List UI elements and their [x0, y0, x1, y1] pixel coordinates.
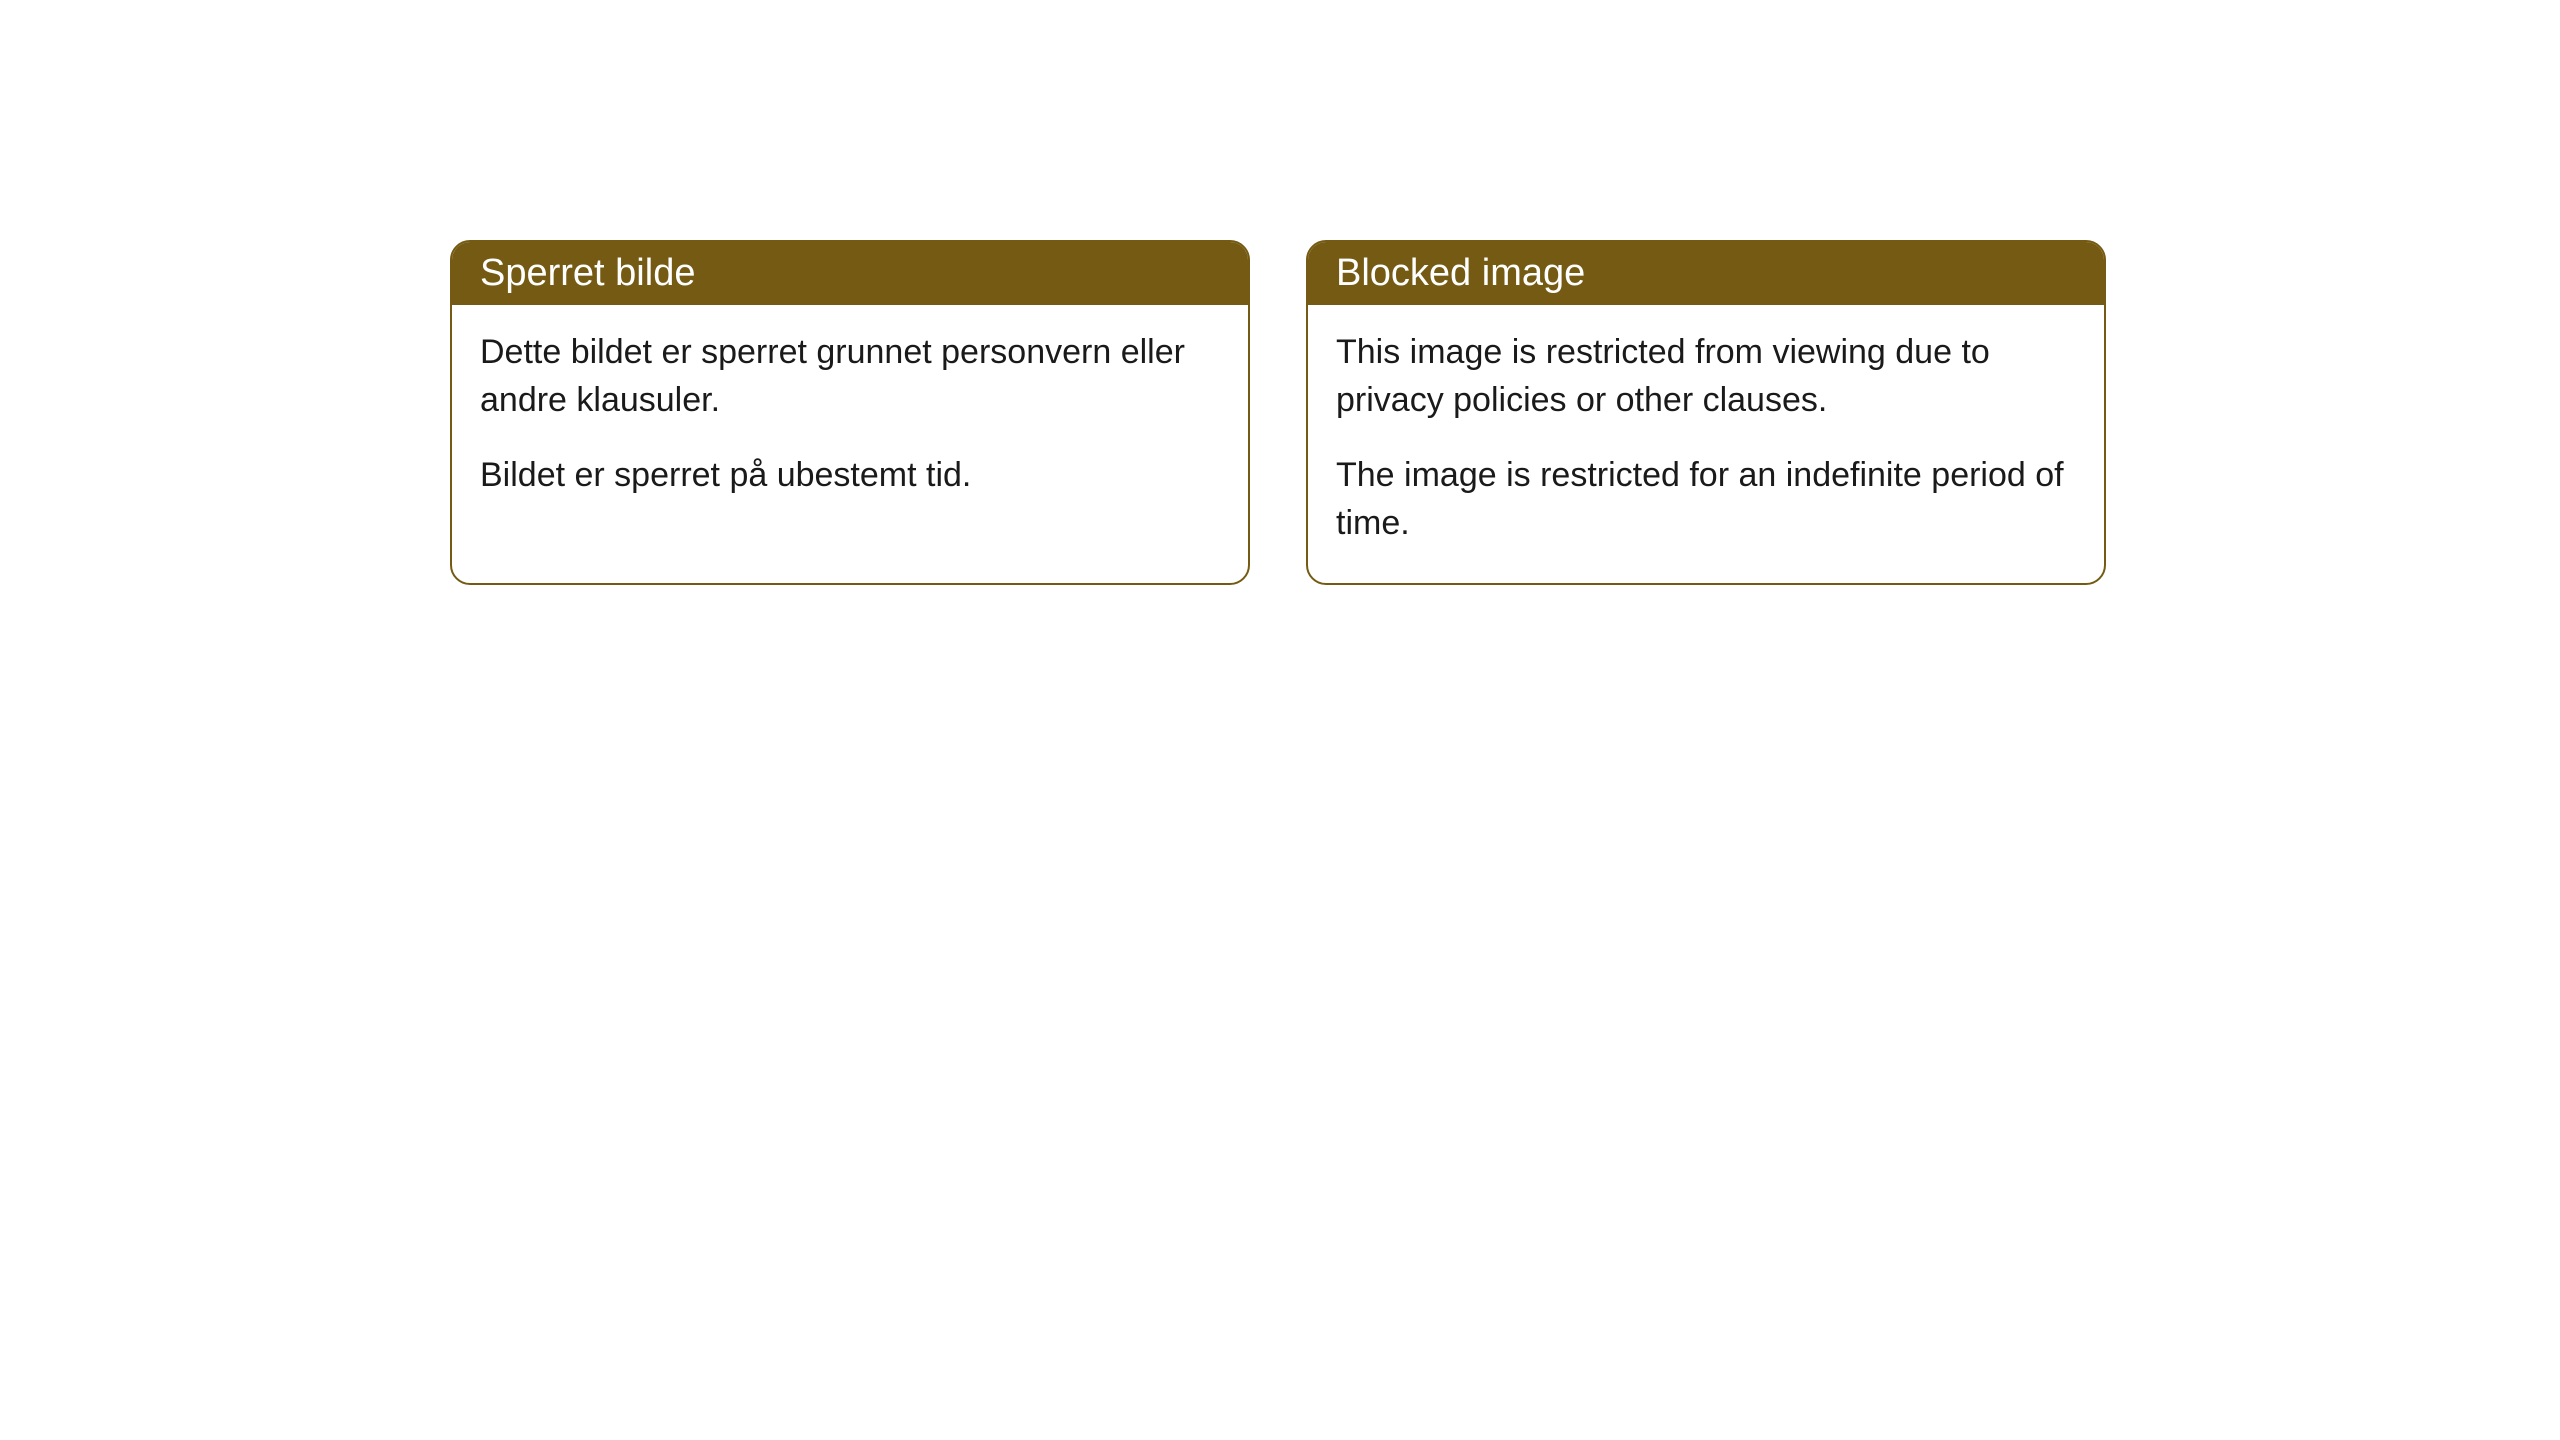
blocked-image-card-english: Blocked image This image is restricted f… [1306, 240, 2106, 585]
card-header-norwegian: Sperret bilde [452, 242, 1248, 305]
card-title: Blocked image [1336, 252, 1585, 294]
card-header-english: Blocked image [1308, 242, 2104, 305]
notice-cards-container: Sperret bilde Dette bildet er sperret gr… [450, 240, 2106, 585]
card-title: Sperret bilde [480, 252, 695, 294]
card-body-english: This image is restricted from viewing du… [1308, 305, 2104, 583]
blocked-image-card-norwegian: Sperret bilde Dette bildet er sperret gr… [450, 240, 1250, 585]
card-paragraph-1: Dette bildet er sperret grunnet personve… [480, 329, 1220, 424]
card-body-norwegian: Dette bildet er sperret grunnet personve… [452, 305, 1248, 536]
card-paragraph-2: Bildet er sperret på ubestemt tid. [480, 452, 1220, 500]
card-paragraph-1: This image is restricted from viewing du… [1336, 329, 2076, 424]
card-paragraph-2: The image is restricted for an indefinit… [1336, 452, 2076, 547]
